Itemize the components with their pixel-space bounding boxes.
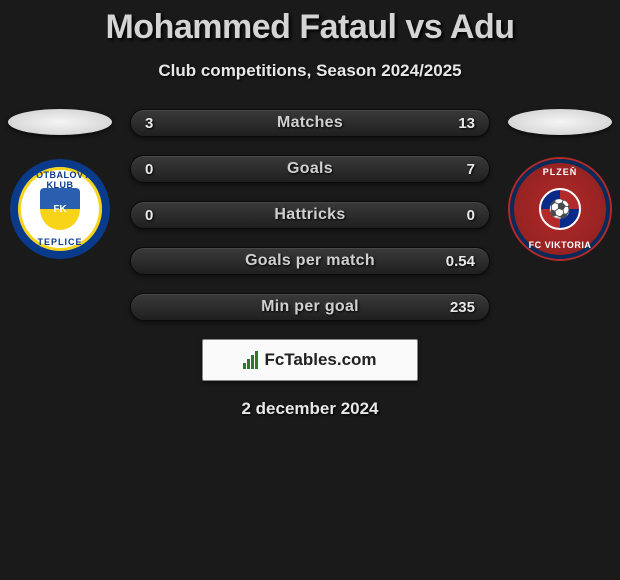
right-club-ring-bottom: FC VIKTORIA [514, 240, 606, 250]
date-text: 2 december 2024 [241, 399, 378, 419]
left-club-ring-text: FOTBALOVÝ KLUB TEPLICE [18, 167, 102, 251]
stat-row: 0 Hattricks 0 [130, 201, 490, 229]
brand-box: FcTables.com [202, 339, 418, 381]
stat-left-value [131, 248, 159, 274]
main-row: FOTBALOVÝ KLUB TEPLICE FK 3 Matches 13 0 Goa… [0, 109, 620, 321]
left-club-badge: FOTBALOVÝ KLUB TEPLICE FK [10, 159, 110, 259]
right-club-badge: PLZEŇ FC VIKTORIA ⚽ [510, 159, 610, 259]
left-club-ring-top: FOTBALOVÝ KLUB [18, 170, 102, 190]
stats-column: 3 Matches 13 0 Goals 7 0 Hattricks 0 Goals per ma… [130, 109, 490, 321]
left-club-ring-bottom: TEPLICE [18, 237, 102, 247]
right-player-name-ellipse [508, 109, 612, 135]
right-club-ring-top: PLZEŇ [514, 167, 606, 177]
footer: FcTables.com 2 december 2024 [0, 339, 620, 419]
left-player-name-ellipse [8, 109, 112, 135]
stat-left-value: 0 [131, 156, 167, 182]
right-player-column: PLZEŇ FC VIKTORIA ⚽ [500, 109, 620, 259]
stat-left-value: 3 [131, 110, 167, 136]
brand-text: FcTables.com [264, 350, 376, 370]
stat-right-value: 7 [453, 156, 489, 182]
stat-label: Hattricks [274, 206, 345, 224]
stat-row: Goals per match 0.54 [130, 247, 490, 275]
stat-row: Min per goal 235 [130, 293, 490, 321]
stat-label: Min per goal [261, 298, 359, 316]
stat-row: 0 Goals 7 [130, 155, 490, 183]
stat-left-value: 0 [131, 202, 167, 228]
stat-right-value: 235 [436, 294, 489, 320]
right-club-ring-text: PLZEŇ FC VIKTORIA [514, 163, 606, 255]
stat-left-value [131, 294, 159, 320]
stat-right-value: 0.54 [432, 248, 489, 274]
stat-label: Matches [277, 114, 343, 132]
subtitle: Club competitions, Season 2024/2025 [0, 61, 620, 81]
brand-bars-icon [243, 351, 258, 369]
stat-row: 3 Matches 13 [130, 109, 490, 137]
stat-right-value: 13 [444, 110, 489, 136]
stat-right-value: 0 [453, 202, 489, 228]
stat-label: Goals per match [245, 252, 375, 270]
comparison-card: Mohammed Fataul vs Adu Club competitions… [0, 0, 620, 419]
stat-label: Goals [287, 160, 333, 178]
left-player-column: FOTBALOVÝ KLUB TEPLICE FK [0, 109, 120, 259]
page-title: Mohammed Fataul vs Adu [0, 8, 620, 47]
